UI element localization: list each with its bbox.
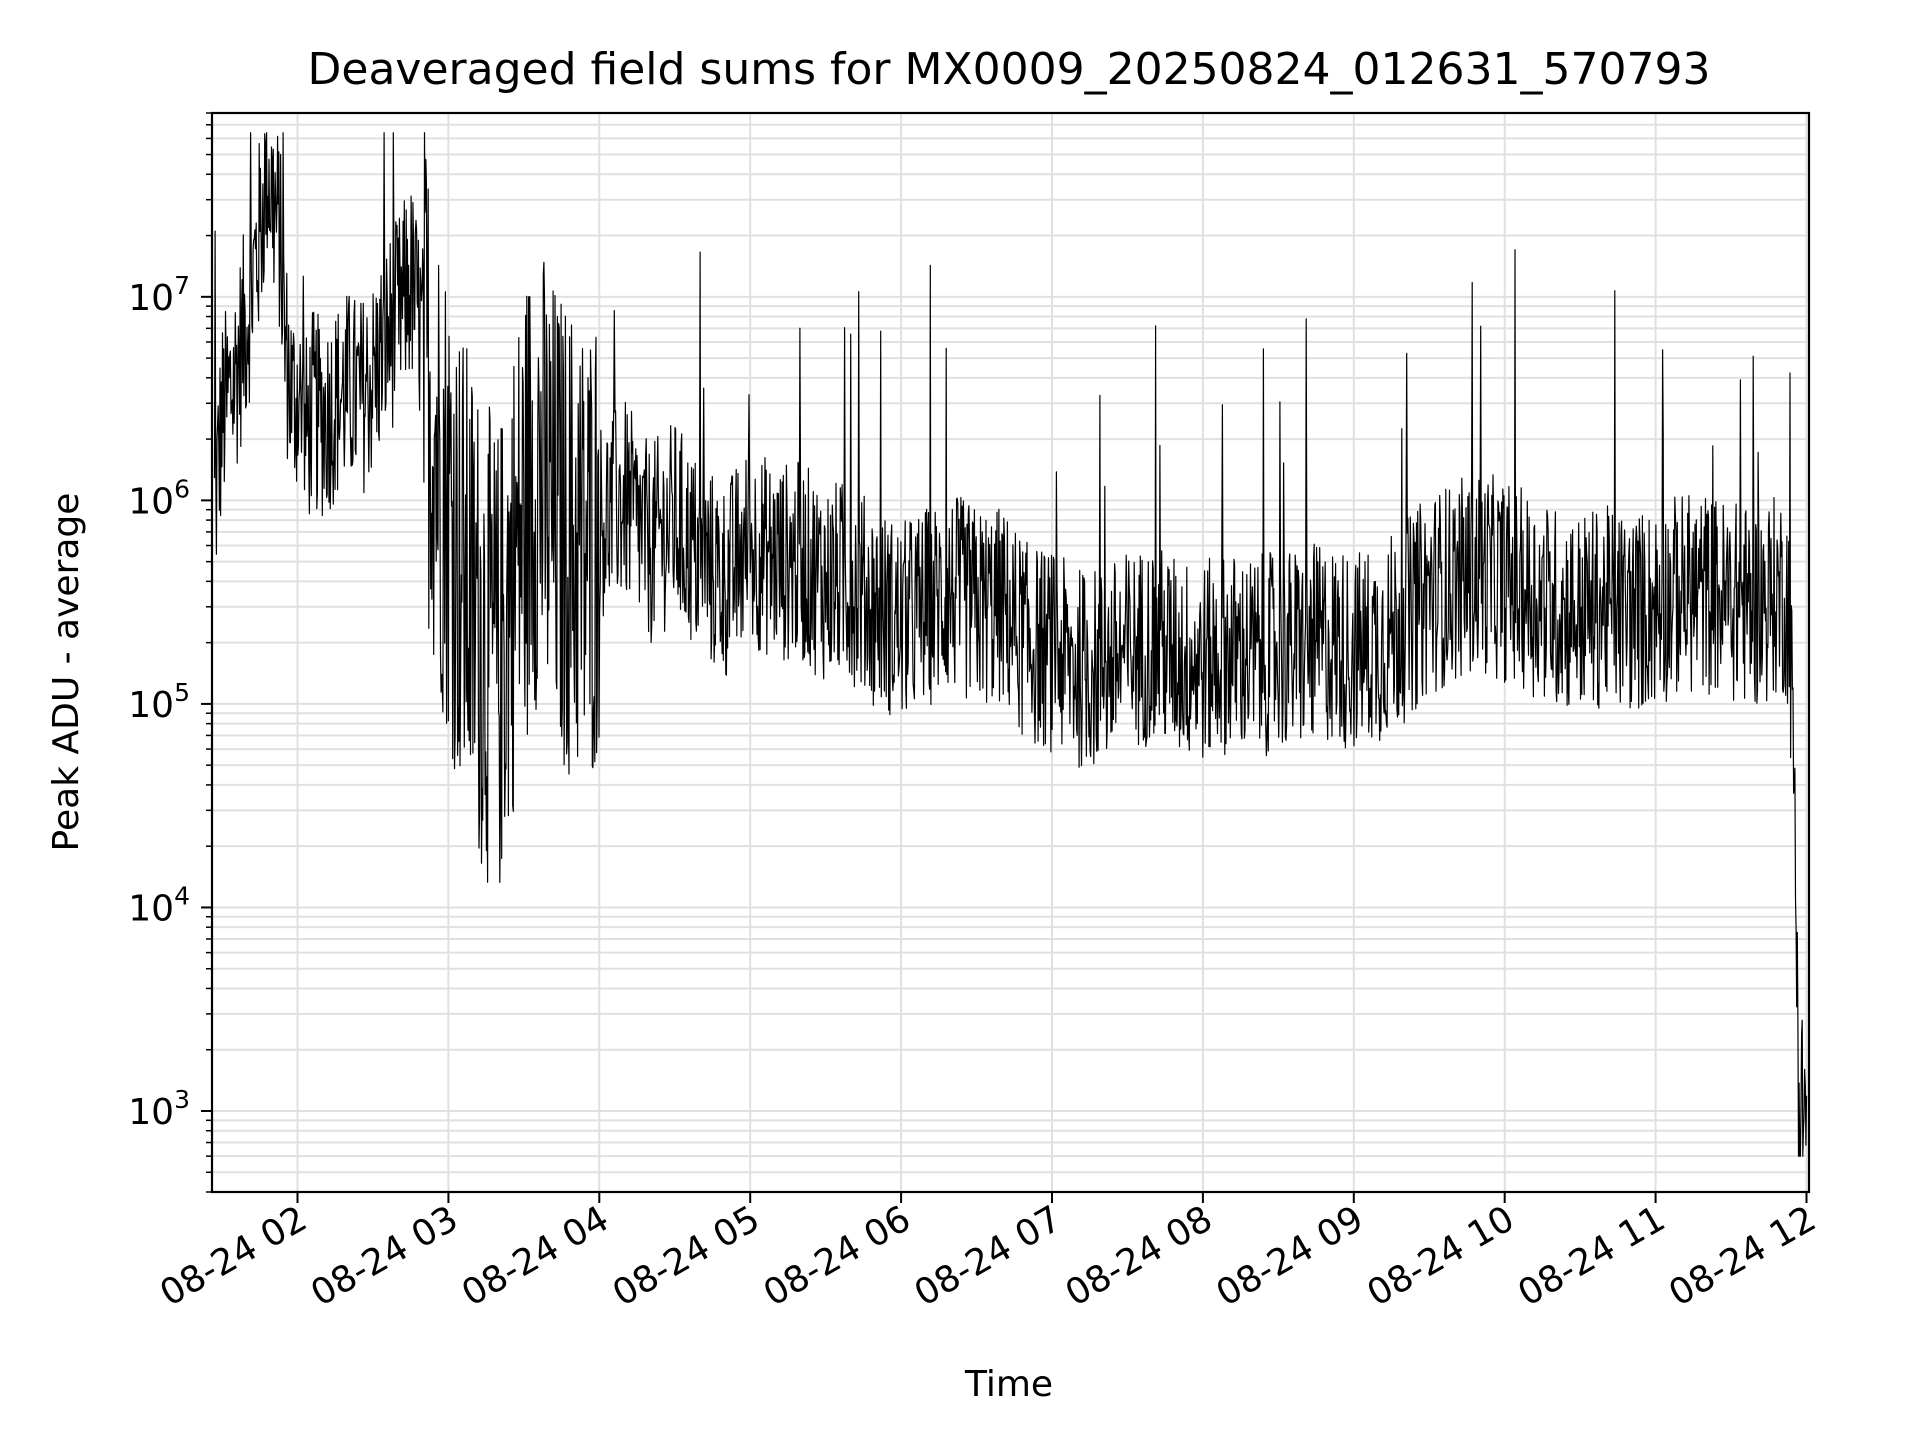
y-tick-label: 103 bbox=[128, 1085, 190, 1133]
y-axis-label: Peak ADU - average bbox=[46, 493, 87, 852]
axis-ticks bbox=[201, 112, 1808, 1203]
chart-title: Deaveraged field sums for MX0009_2025082… bbox=[308, 44, 1711, 95]
plot-area bbox=[201, 111, 1811, 1203]
plot-frame bbox=[210, 111, 1811, 1194]
y-tick-label: 104 bbox=[128, 881, 190, 929]
y-tick-label: 105 bbox=[128, 678, 190, 726]
y-tick-label: 106 bbox=[128, 474, 190, 522]
y-tick-label: 107 bbox=[128, 271, 190, 319]
x-axis-label: Time bbox=[964, 1364, 1053, 1405]
series-line bbox=[213, 132, 1808, 1157]
series-layer bbox=[213, 132, 1808, 1157]
grid-lines bbox=[212, 112, 1809, 1193]
